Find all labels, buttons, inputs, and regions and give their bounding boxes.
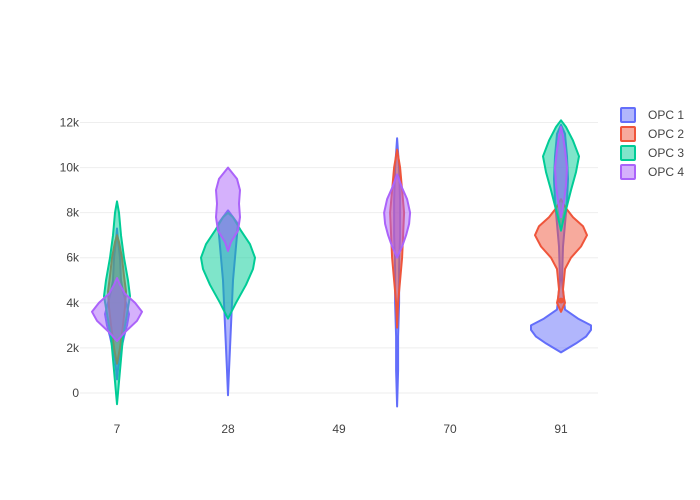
y-tick-label: 4k bbox=[66, 296, 80, 310]
y-axis: 0 2k 4k 6k 8k 10k 12k bbox=[60, 116, 80, 400]
violin-series bbox=[91, 126, 568, 343]
x-tick-label: 7 bbox=[114, 422, 121, 436]
gridlines bbox=[80, 122, 598, 394]
x-tick-label: 49 bbox=[332, 422, 346, 436]
legend-label: OPC 4 bbox=[648, 165, 684, 179]
violin-shape bbox=[383, 173, 412, 259]
legend-item[interactable]: OPC 1 bbox=[620, 107, 684, 123]
legend-label: OPC 2 bbox=[648, 127, 684, 141]
violins bbox=[91, 119, 592, 408]
outlier-point bbox=[558, 297, 564, 304]
y-tick-label: 8k bbox=[66, 206, 80, 220]
legend-swatch bbox=[620, 145, 636, 161]
violin-shape bbox=[554, 126, 568, 219]
x-tick-label: 91 bbox=[554, 422, 568, 436]
x-tick-label: 28 bbox=[221, 422, 235, 436]
legend-item[interactable]: OPC 2 bbox=[620, 126, 684, 142]
y-tick-label: 10k bbox=[60, 161, 80, 175]
y-tick-label: 6k bbox=[66, 251, 80, 265]
x-tick-label: 70 bbox=[443, 422, 457, 436]
y-tick-label: 2k bbox=[66, 341, 80, 355]
legend-label: OPC 3 bbox=[648, 146, 684, 160]
violin-shape bbox=[215, 166, 241, 252]
legend-item[interactable]: OPC 3 bbox=[620, 145, 684, 161]
violin-shape bbox=[91, 277, 143, 343]
legend-swatch bbox=[620, 126, 636, 142]
x-axis: 7 28 49 70 91 bbox=[114, 422, 568, 436]
legend-swatch bbox=[620, 107, 636, 123]
legend-item[interactable]: OPC 4 bbox=[620, 164, 684, 180]
legend-label: OPC 1 bbox=[648, 108, 684, 122]
legend: OPC 1 OPC 2 OPC 3 OPC 4 bbox=[620, 107, 684, 180]
y-tick-label: 12k bbox=[60, 116, 80, 130]
y-tick-label: 0 bbox=[72, 386, 79, 400]
legend-swatch bbox=[620, 164, 636, 180]
